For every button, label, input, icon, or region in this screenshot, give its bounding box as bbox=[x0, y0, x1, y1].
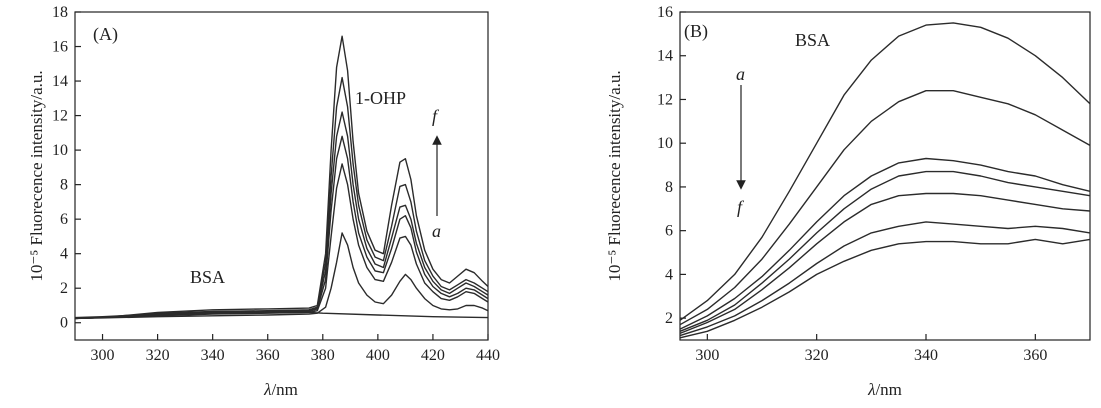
panel-b-xlabel-symbol: λ bbox=[867, 380, 875, 399]
panel-b-series-b bbox=[679, 90, 1091, 326]
panel-a-frame bbox=[74, 11, 489, 341]
panel-b-ytick-label: 8 bbox=[665, 179, 673, 196]
panel-a-xtick-label: 300 bbox=[91, 347, 115, 364]
panel-b-series-d bbox=[679, 170, 1091, 332]
panel-a-label: (A) bbox=[93, 24, 118, 45]
panel-a-series-c bbox=[74, 135, 489, 320]
panel-a-series bbox=[74, 35, 489, 320]
panel-a: 300 320 340 360 380 400 420 440024681012141618 … bbox=[27, 4, 500, 399]
panel-b: 300 320 340 360 2 4 6 8 10 12 14 16 (B) BSA a f 10⁻… bbox=[605, 4, 1091, 399]
panel-b-ytick-label: 4 bbox=[665, 266, 673, 283]
panel-b-ytick-label: 16 bbox=[657, 4, 673, 21]
panel-a-ytick-label: 16 bbox=[52, 39, 68, 56]
panel-a-xtick-label: 440 bbox=[476, 347, 500, 364]
panel-b-xtick-label: 340 bbox=[914, 347, 938, 364]
panel-b-bsa-label: BSA bbox=[795, 30, 830, 50]
panel-b-xlabel-unit: /nm bbox=[875, 380, 901, 399]
panel-a-xlabel-symbol: λ bbox=[263, 380, 271, 399]
panel-a-ohp-label: 1-OHP bbox=[355, 88, 406, 108]
panel-b-frame bbox=[679, 11, 1091, 341]
panel-a-ylabel: 10⁻⁵ Fluorecence intensity/a.u. bbox=[27, 70, 46, 281]
panel-a-xtick-label: 380 bbox=[311, 347, 335, 364]
panel-a-ticks: 300 320 340 360 380 400 420 440 0 2 4 6 8 10 12 14 16 18 bbox=[52, 4, 500, 364]
panel-a-ytick-label: 6 bbox=[60, 211, 68, 228]
panel-a-series-e bbox=[74, 76, 489, 320]
panel-a-arrow-bottom-label: a bbox=[432, 221, 441, 241]
panel-a-ytick-label: 8 bbox=[60, 177, 68, 194]
panel-b-series-c bbox=[679, 157, 1091, 330]
panel-a-xtick-label: 360 bbox=[256, 347, 280, 364]
panel-a-series-d bbox=[74, 111, 489, 320]
panel-a-xlabel-unit: /nm bbox=[271, 380, 297, 399]
panel-b-ytick-label: 2 bbox=[665, 310, 673, 327]
panel-a-ytick-label: 12 bbox=[52, 108, 68, 125]
panel-a-ytick-label: 18 bbox=[52, 4, 68, 21]
panel-b-arrow-top-label: a bbox=[736, 64, 745, 84]
panel-b-xlabel: λ/nm bbox=[867, 380, 902, 399]
panel-b-series-f bbox=[679, 238, 1091, 339]
panel-b-ytick-label: 10 bbox=[657, 135, 673, 152]
panel-a-xtick-label: 420 bbox=[421, 347, 445, 364]
panel-a-ytick-label: 0 bbox=[60, 315, 68, 332]
panel-b-ytick-label: 6 bbox=[665, 223, 673, 240]
panel-b-series bbox=[679, 22, 1091, 339]
panel-b-ytick-label: 12 bbox=[657, 91, 673, 108]
panel-b-ytick-label: 14 bbox=[657, 48, 673, 65]
panel-b-ylabel: 10⁻⁵ Fluorecence intensity/a.u. bbox=[605, 70, 624, 281]
panel-a-xtick-label: 400 bbox=[366, 347, 390, 364]
panel-b-arrow-bottom-label: f bbox=[737, 197, 745, 217]
panel-a-arrow-top-label: f bbox=[432, 106, 440, 126]
panel-a-ytick-label: 2 bbox=[60, 280, 68, 297]
panel-b-xtick-label: 300 bbox=[695, 347, 719, 364]
panel-b-ticks: 300 320 340 360 2 4 6 8 10 12 14 16 bbox=[657, 4, 1047, 364]
panel-a-series-b bbox=[74, 163, 489, 320]
panel-a-series-f bbox=[74, 35, 489, 320]
panel-b-label: (B) bbox=[684, 21, 708, 42]
panel-a-xtick-label: 320 bbox=[146, 347, 170, 364]
panel-a-series-a bbox=[74, 232, 489, 320]
panel-b-series-e bbox=[679, 192, 1091, 335]
panel-b-xtick-label: 320 bbox=[805, 347, 829, 364]
panel-b-series-e2 bbox=[679, 221, 1091, 337]
panel-a-ytick-label: 14 bbox=[52, 73, 68, 90]
panel-a-xlabel: λ/nm bbox=[263, 380, 298, 399]
panel-a-ytick-label: 4 bbox=[60, 246, 68, 263]
panel-a-bsa-label: BSA bbox=[190, 267, 225, 287]
panel-a-xtick-label: 340 bbox=[201, 347, 225, 364]
panel-a-ytick-label: 10 bbox=[52, 142, 68, 159]
panel-b-xtick-label: 360 bbox=[1023, 347, 1047, 364]
panel-b-series-a bbox=[679, 22, 1091, 321]
